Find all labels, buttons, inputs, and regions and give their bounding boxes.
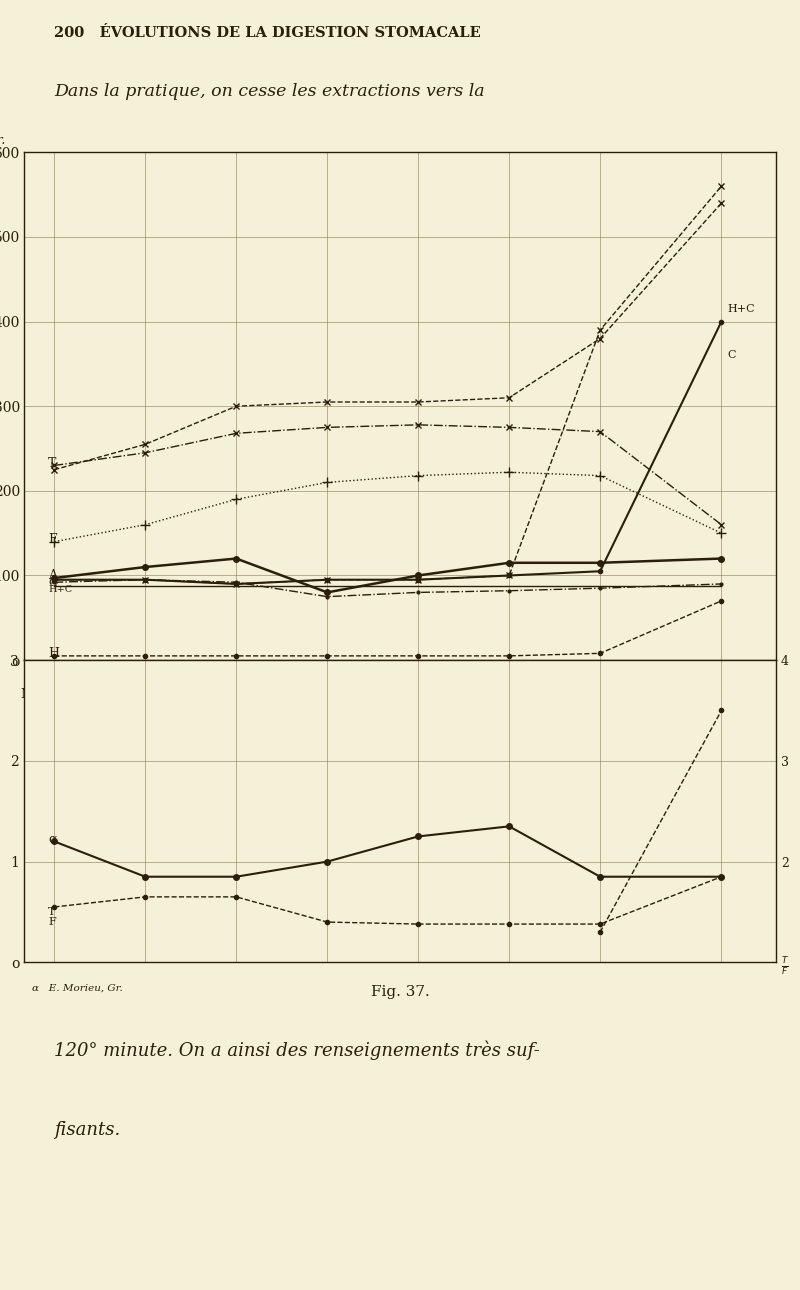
- Text: H+C: H+C: [727, 304, 755, 313]
- Text: 120° minute. On a ainsi des renseignements très suf-: 120° minute. On a ainsi des renseignemen…: [54, 1041, 540, 1060]
- Text: α   E. Morieu, Gr.: α E. Morieu, Gr.: [31, 983, 122, 992]
- Text: Minutes:: Minutes:: [20, 688, 76, 700]
- Text: A: A: [48, 569, 58, 582]
- Text: Fig. 37.: Fig. 37.: [370, 986, 430, 1000]
- Text: T: T: [48, 907, 56, 917]
- Text: C: C: [727, 351, 736, 360]
- Text: α: α: [48, 833, 57, 846]
- Text: T: T: [48, 457, 57, 471]
- Text: H+C: H+C: [48, 586, 73, 595]
- Text: F: F: [48, 917, 56, 928]
- Text: Milligr.: Milligr.: [0, 134, 6, 147]
- Text: C: C: [48, 578, 57, 588]
- Text: 200   ÉVOLUTIONS DE LA DIGESTION STOMACALE: 200 ÉVOLUTIONS DE LA DIGESTION STOMACALE: [54, 26, 481, 40]
- Text: F: F: [48, 533, 57, 546]
- Text: H: H: [48, 646, 59, 660]
- Text: fisants.: fisants.: [54, 1121, 120, 1139]
- Text: Dans la pratique, on cesse les extractions vers la: Dans la pratique, on cesse les extractio…: [54, 83, 485, 101]
